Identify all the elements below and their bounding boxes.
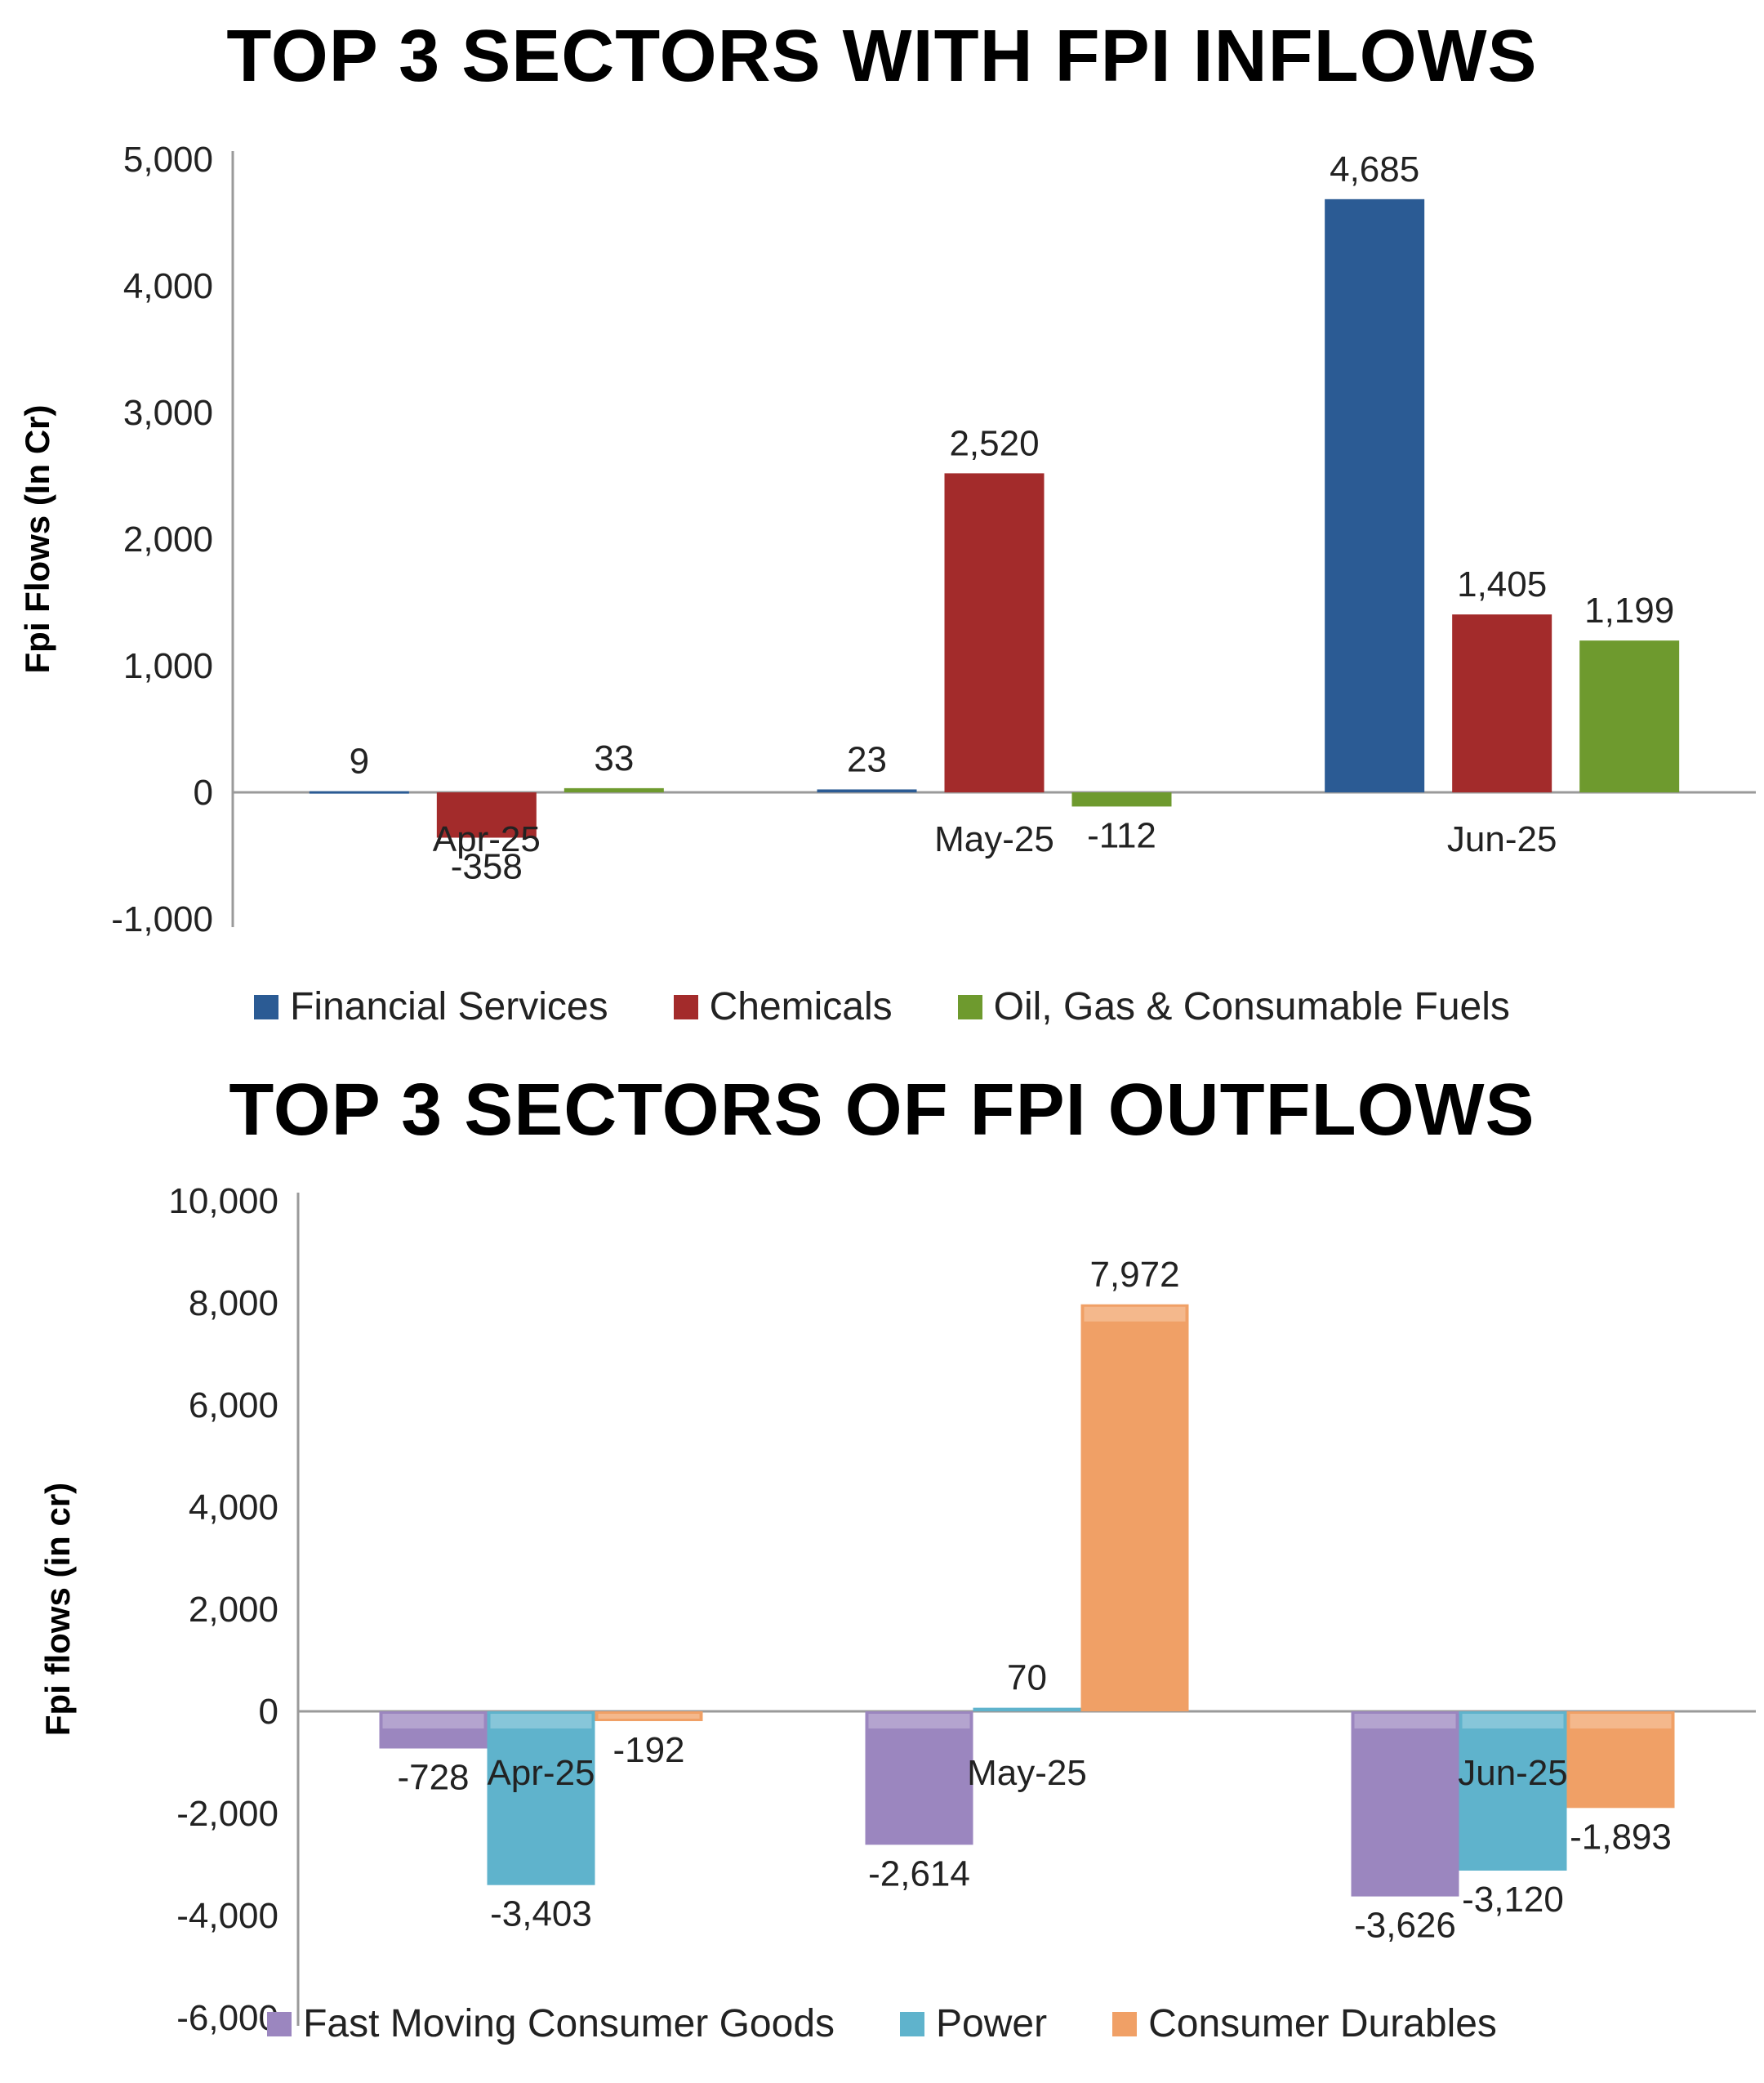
inflows-legend-item: Financial Services <box>254 984 608 1029</box>
inflows-y-axis-title: Fpi Flows (In Cr) <box>18 405 56 674</box>
outflows-legend-label: Power <box>936 2002 1048 2045</box>
outflows-y-tick-label: 4,000 <box>189 1488 278 1528</box>
outflows-bar <box>865 1711 973 1845</box>
inflows-legend-swatch <box>254 994 279 1019</box>
outflows-y-tick-label: 2,000 <box>189 1590 278 1630</box>
inflows-y-tick-label: 0 <box>194 773 213 813</box>
outflows-bar-highlight <box>868 1714 970 1728</box>
inflows-bar <box>436 792 537 838</box>
inflows-data-label: 1,199 <box>1584 591 1674 631</box>
outflows-y-tick-label: -6,000 <box>176 1998 278 2038</box>
inflows-data-label: 33 <box>594 738 634 778</box>
inflows-bar <box>944 473 1045 792</box>
outflows-y-tick-label: 10,000 <box>168 1181 278 1221</box>
outflows-data-label: -2,614 <box>868 1853 970 1893</box>
inflows-bar <box>1452 614 1552 792</box>
outflows-legend-swatch <box>900 2011 925 2036</box>
inflows-legend-swatch <box>957 994 982 1019</box>
outflows-data-label: 7,972 <box>1089 1255 1179 1295</box>
outflows-legend-label: Consumer Durables <box>1148 2002 1497 2045</box>
outflows-category-label: May-25 <box>967 1753 1087 1793</box>
inflows-category-label: Jun-25 <box>1447 819 1557 859</box>
outflows-legend: Fast Moving Consumer Goods Power Consumer … <box>0 2001 1764 2046</box>
outflows-bar <box>595 1711 703 1721</box>
outflows-y-tick-label: -2,000 <box>176 1794 278 1834</box>
outflows-chart-plot: 10,000 8,000 6,000 4,000 2,000 0 -2,000 -4,000 -… <box>38 1181 1756 2038</box>
outflows-data-label: -3,120 <box>1462 1880 1564 1920</box>
inflows-y-tick-label: 4,000 <box>123 266 213 306</box>
inflows-legend-item: Chemicals <box>673 984 893 1029</box>
outflows-bar-highlight <box>490 1714 592 1728</box>
inflows-y-tick-label: 5,000 <box>123 140 213 180</box>
outflows-bar-highlight <box>1462 1714 1564 1728</box>
inflows-bar <box>1071 792 1172 807</box>
outflows-y-axis-title: Fpi flows (in cr) <box>38 1483 77 1736</box>
outflows-y-tick-label: 8,000 <box>189 1283 278 1323</box>
outflows-data-label: 70 <box>1007 1658 1047 1698</box>
outflows-category-label: Jun-25 <box>1458 1753 1568 1793</box>
outflows-data-label: -728 <box>397 1758 469 1798</box>
inflows-chart: TOP 3 SECTORS WITH FPI INFLOWS 5,000 4,00… <box>0 16 1764 1029</box>
outflows-bar <box>487 1711 595 1885</box>
inflows-legend-label: Financial Services <box>290 985 608 1028</box>
outflows-y-tick-label: 0 <box>259 1692 278 1732</box>
inflows-category-label: Apr-25 <box>433 819 541 859</box>
outflows-bar <box>1459 1711 1567 1871</box>
outflows-data-label: -3,626 <box>1354 1906 1456 1946</box>
inflows-data-label: -112 <box>1087 815 1156 855</box>
outflows-legend-label: Fast Moving Consumer Goods <box>303 2002 835 2045</box>
inflows-data-label: 2,520 <box>949 423 1039 463</box>
inflows-y-tick-label: 2,000 <box>123 520 213 560</box>
outflows-bar-highlight <box>382 1714 484 1728</box>
outflows-y-tick-label: -4,000 <box>176 1896 278 1936</box>
inflows-category-label: May-25 <box>934 819 1054 859</box>
inflows-bar <box>1325 198 1425 792</box>
outflows-data-label: -1,893 <box>1570 1817 1672 1857</box>
outflows-legend-item: Consumer Durables <box>1112 2001 1497 2046</box>
outflows-chart: TOP 3 SECTORS OF FPI OUTFLOWS 10,000 8,00… <box>0 1054 1764 2072</box>
outflows-data-label: -3,403 <box>490 1894 592 1934</box>
inflows-bar <box>817 789 917 792</box>
inflows-chart-title: TOP 3 SECTORS WITH FPI INFLOWS <box>226 16 1538 97</box>
inflows-legend-item: Oil, Gas & Consumable Fuels <box>957 984 1510 1029</box>
outflows-legend-item: Power <box>900 2001 1047 2046</box>
inflows-y-tick-label: -1,000 <box>111 899 213 939</box>
outflows-bar <box>1566 1711 1675 1809</box>
outflows-bar <box>1351 1711 1459 1897</box>
inflows-data-label: 23 <box>847 739 887 779</box>
outflows-bar-highlight <box>1570 1714 1672 1728</box>
outflows-legend-swatch <box>1112 2011 1138 2036</box>
inflows-bar <box>564 787 664 792</box>
inflows-data-label: -358 <box>451 846 523 886</box>
outflows-bar <box>973 1707 1081 1711</box>
outflows-bar-highlight <box>1084 1306 1186 1322</box>
outflows-legend-swatch <box>267 2011 292 2036</box>
inflows-bar <box>1579 640 1680 792</box>
outflows-y-tick-label: 6,000 <box>189 1385 278 1425</box>
inflows-legend: Financial Services Chemicals Oil, Gas & Co… <box>0 984 1764 1029</box>
outflows-bar-highlight <box>598 1714 700 1719</box>
inflows-chart-plot: 5,000 4,000 3,000 2,000 1,000 0 -1,000 Fpi Flow… <box>18 140 1756 939</box>
inflows-data-label: 1,405 <box>1457 564 1547 604</box>
outflows-chart-title: TOP 3 SECTORS OF FPI OUTFLOWS <box>229 1069 1535 1151</box>
outflows-category-label: Apr-25 <box>487 1753 595 1793</box>
outflows-legend-item: Fast Moving Consumer Goods <box>267 2001 835 2046</box>
inflows-legend-swatch <box>673 994 698 1019</box>
outflows-bar-highlight <box>1354 1714 1456 1728</box>
inflows-legend-label: Oil, Gas & Consumable Fuels <box>993 985 1510 1028</box>
outflows-bar <box>379 1711 488 1749</box>
inflows-legend-label: Chemicals <box>709 985 893 1028</box>
inflows-y-tick-label: 3,000 <box>123 393 213 433</box>
inflows-bar <box>309 791 409 794</box>
inflows-data-label: 9 <box>350 742 369 782</box>
inflows-y-tick-label: 1,000 <box>123 646 213 686</box>
outflows-data-label: -192 <box>612 1730 684 1770</box>
inflows-data-label: 4,685 <box>1330 149 1419 190</box>
outflows-bar <box>1080 1304 1189 1711</box>
